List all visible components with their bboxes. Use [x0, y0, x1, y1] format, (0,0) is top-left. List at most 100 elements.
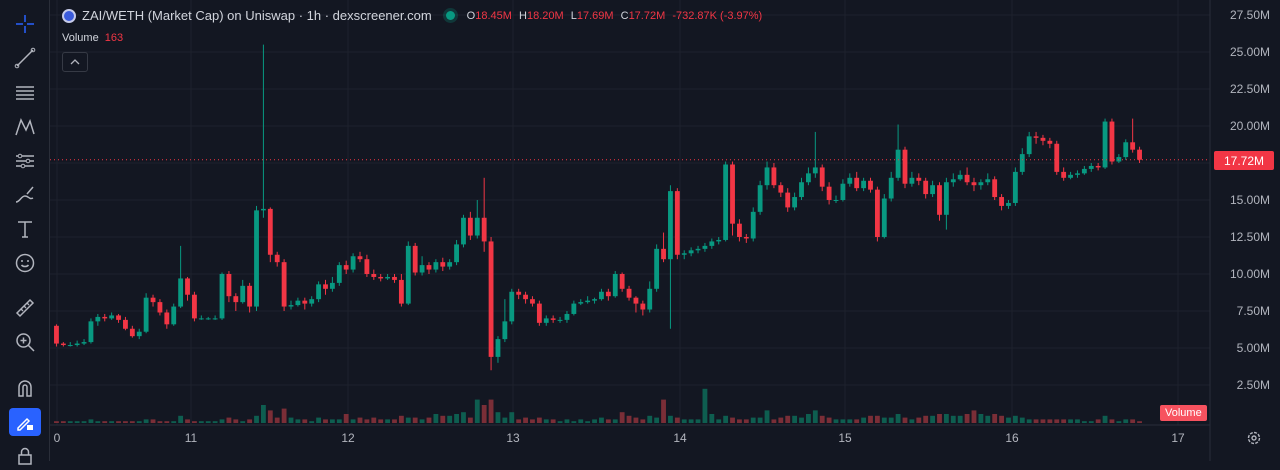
candle-body	[419, 265, 425, 273]
zoom-icon[interactable]	[9, 328, 41, 356]
volume-bar	[502, 417, 508, 423]
gear-icon[interactable]	[1246, 430, 1262, 446]
x-tick-label: 14	[673, 431, 687, 445]
candle-body	[805, 173, 811, 183]
candle-body	[1061, 171, 1067, 178]
candle-body	[1081, 168, 1087, 174]
fib-icon[interactable]	[9, 79, 41, 107]
candle-body	[619, 274, 625, 289]
volume-bar	[1130, 419, 1136, 423]
volume-bar	[978, 414, 984, 423]
candle-body	[357, 256, 363, 260]
volume-bar	[992, 414, 998, 423]
candle-body	[488, 241, 494, 357]
candle-body	[392, 276, 397, 280]
candle-body	[716, 239, 722, 242]
candle-body	[1026, 136, 1032, 155]
candle-body	[902, 149, 908, 184]
pattern-icon[interactable]	[9, 113, 41, 141]
volume-bar	[129, 421, 135, 423]
candle-body	[240, 285, 246, 303]
volume-bar	[937, 414, 942, 423]
volume-bar	[281, 408, 287, 423]
volume-bar	[861, 417, 867, 423]
x-tick-label: 11	[185, 431, 198, 445]
brush-icon[interactable]	[9, 181, 41, 209]
candle-body	[916, 177, 922, 181]
volume-bar	[323, 419, 328, 423]
volume-bar	[1068, 419, 1073, 423]
candle-body	[281, 262, 287, 307]
x-tick-label: 12	[341, 431, 355, 445]
volume-bar	[557, 421, 563, 423]
close-value: 17.72M	[628, 9, 666, 22]
volume-bar	[778, 417, 784, 423]
forecast-icon[interactable]	[9, 147, 41, 175]
volume-bar	[964, 414, 970, 423]
ruler-icon[interactable]	[9, 294, 41, 322]
volume-bar	[819, 415, 825, 423]
volume-bar	[626, 415, 632, 423]
volume-bar	[647, 415, 653, 423]
trend-line-icon[interactable]	[9, 44, 41, 72]
market-status-icon	[445, 11, 455, 20]
lock-icon[interactable]	[9, 442, 41, 470]
price-chart[interactable]: 27.50M25.00M22.50M20.00M17.50M15.00M12.5…	[50, 0, 1280, 461]
volume-bar	[599, 417, 604, 423]
candle-body	[778, 185, 784, 193]
candle-body	[1006, 202, 1011, 206]
volume-pane-tag: Volume	[1160, 405, 1207, 421]
volume-bar	[88, 419, 94, 423]
candle-body	[60, 343, 66, 346]
candle-body	[247, 285, 253, 307]
volume-bar	[295, 419, 301, 423]
low-value: 17.69M	[576, 9, 614, 22]
candle-body	[723, 164, 729, 240]
volume-bar	[392, 419, 397, 423]
chart-area[interactable]: 27.50M25.00M22.50M20.00M17.50M15.00M12.5…	[50, 0, 1280, 461]
candle-body	[654, 248, 660, 289]
candle-body	[467, 217, 473, 236]
candle-body	[102, 316, 108, 319]
volume-bar	[350, 419, 356, 423]
candle-body	[509, 291, 515, 322]
candle-body	[702, 245, 708, 249]
crosshair-icon[interactable]	[9, 10, 41, 38]
volume-bar	[674, 417, 680, 423]
volume-bar	[426, 417, 432, 423]
candle-body	[978, 182, 984, 186]
volume-bar	[357, 417, 363, 423]
volume-bar	[54, 421, 59, 423]
candle-body	[688, 250, 694, 254]
volume-bar	[681, 419, 687, 423]
volume-bar	[1061, 419, 1067, 423]
candle-body	[267, 208, 273, 255]
volume-bar	[371, 417, 377, 423]
volume-bar	[640, 419, 646, 423]
emoji-icon[interactable]	[9, 249, 41, 277]
candle-body	[150, 297, 156, 303]
volume-bar	[1047, 419, 1053, 423]
volume-bar	[178, 415, 184, 423]
candle-body	[212, 318, 218, 320]
volume-bar	[1026, 419, 1032, 423]
volume-bar	[454, 414, 459, 423]
candle-body	[178, 278, 184, 307]
lock-drawing-icon[interactable]	[9, 408, 41, 436]
volume-bar	[881, 417, 887, 423]
volume-bar	[971, 410, 977, 423]
volume-bar	[1095, 419, 1101, 423]
text-icon[interactable]	[9, 215, 41, 243]
candle-body	[461, 217, 466, 245]
collapse-legend-button[interactable]	[62, 52, 88, 72]
candle-body	[447, 262, 453, 267]
volume-bar	[247, 419, 253, 423]
candle-body	[109, 315, 115, 319]
candle-body	[426, 265, 432, 270]
candle-body	[116, 315, 121, 320]
volume-bar	[612, 419, 618, 423]
candle-body	[971, 182, 977, 186]
magnet-icon[interactable]	[9, 374, 41, 402]
candle-body	[412, 245, 418, 273]
candle-body	[171, 306, 177, 325]
